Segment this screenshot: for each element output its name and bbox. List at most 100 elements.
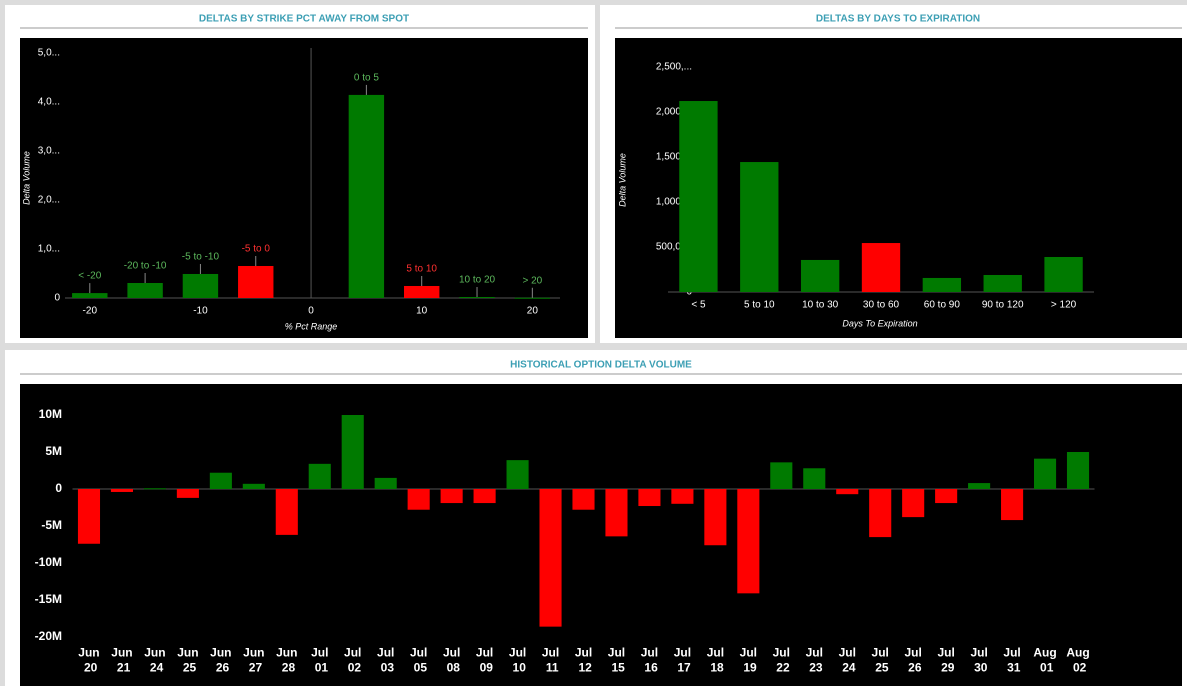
bar — [803, 468, 826, 489]
bar-label: -5 to 0 — [242, 244, 271, 255]
y-tick-label: 10M — [39, 407, 62, 421]
x-tick-label: Jul 09 — [476, 646, 493, 675]
x-tick-label: 10 to 30 — [802, 300, 839, 311]
x-tick-label: 60 to 90 — [924, 300, 961, 311]
bar — [1066, 452, 1090, 489]
bar-label: -5 to -10 — [182, 252, 220, 263]
x-tick-label: Jun 20 — [78, 646, 99, 675]
x-tick-label: < 5 — [691, 300, 706, 311]
bar — [407, 489, 430, 510]
x-tick-label: -10 — [193, 306, 208, 317]
bar — [341, 415, 364, 489]
bar — [539, 489, 562, 627]
x-tick-label: Jun 28 — [276, 646, 297, 675]
bar — [671, 489, 694, 504]
chart-title: DELTAS BY STRIKE PCT AWAY FROM SPOT — [199, 14, 409, 25]
x-tick-label: Aug 02 — [1066, 646, 1089, 675]
bar — [1034, 458, 1057, 489]
x-tick-label: 20 — [527, 306, 539, 317]
y-tick-label: 1,0... — [38, 244, 60, 255]
bar-label: -20 to -10 — [124, 261, 167, 272]
x-tick-label: Jul 24 — [839, 646, 856, 675]
x-tick-label: 90 to 120 — [982, 300, 1024, 311]
y-tick-label: 0 — [54, 293, 60, 304]
bar — [968, 483, 991, 489]
y-tick-label: 2,000,... — [656, 107, 692, 118]
y-tick-label: 5M — [45, 444, 62, 458]
bar — [572, 489, 595, 510]
y-tick-label: 3,0... — [38, 146, 60, 157]
x-tick-label: Jul 26 — [905, 646, 922, 675]
y-tick-label: -10M — [35, 555, 62, 569]
bar-label: > 20 — [522, 275, 542, 286]
x-tick-label: Jul 30 — [970, 646, 987, 675]
bar — [1001, 489, 1024, 521]
y-tick-label: 4,0... — [38, 97, 60, 108]
bar — [176, 489, 199, 498]
chart-title: HISTORICAL OPTION DELTA VOLUME — [510, 360, 692, 371]
x-tick-label: Jul 19 — [740, 646, 757, 675]
bar — [127, 283, 163, 298]
y-tick-label: 5,0... — [38, 48, 60, 59]
y-tick-label: 0 — [55, 481, 62, 495]
bar — [861, 243, 901, 292]
chart-title: DELTAS BY DAYS TO EXPIRATION — [816, 14, 980, 25]
bar — [935, 489, 958, 504]
bar — [348, 94, 385, 298]
bar — [308, 463, 331, 489]
bar-label: 0 to 5 — [354, 73, 379, 84]
x-tick-label: Jul 18 — [707, 646, 724, 675]
x-tick-label: Jul 15 — [608, 646, 625, 675]
x-tick-label: Jul 31 — [1003, 646, 1020, 675]
bar — [242, 483, 265, 489]
bar-label: 5 to 10 — [406, 264, 437, 275]
x-tick-label: Jul 05 — [410, 646, 427, 675]
x-tick-label: 5 to 10 — [744, 300, 775, 311]
bar-label: < -20 — [78, 271, 102, 282]
x-tick-label: 0 — [308, 306, 314, 317]
bar — [238, 265, 274, 298]
bar — [473, 489, 496, 504]
bar — [704, 489, 727, 546]
bar — [209, 472, 232, 489]
bar — [143, 488, 166, 490]
x-tick-label: Jul 12 — [575, 646, 592, 675]
bar — [514, 297, 551, 299]
x-axis-label: % Pct Range — [285, 321, 338, 331]
bar — [605, 489, 628, 537]
x-tick-label: 30 to 60 — [863, 300, 900, 311]
y-tick-label: 2,0... — [38, 195, 60, 206]
bar — [110, 489, 133, 492]
y-axis-label: Delta Volume — [21, 151, 31, 205]
bar — [836, 489, 859, 495]
y-tick-label: 500,000 — [656, 242, 693, 253]
x-tick-label: Jun 25 — [177, 646, 198, 675]
x-tick-label: Jun 24 — [144, 646, 165, 675]
x-tick-label: Jul 23 — [806, 646, 823, 675]
bar — [182, 273, 219, 298]
x-tick-label: Jul 10 — [509, 646, 526, 675]
y-axis-label: Delta Volume — [617, 153, 627, 207]
bar-label: 10 to 20 — [459, 275, 496, 286]
bar — [374, 477, 397, 489]
bar — [983, 274, 1022, 292]
x-tick-label: Jul 08 — [443, 646, 460, 675]
x-tick-label: Aug 01 — [1033, 646, 1056, 675]
bar — [902, 489, 925, 518]
bar — [404, 285, 440, 298]
bar — [506, 460, 529, 489]
bar — [737, 489, 760, 594]
x-tick-label: Jun 21 — [111, 646, 132, 675]
y-tick-label: -15M — [35, 592, 62, 606]
x-tick-label: Jul 17 — [674, 646, 691, 675]
bar — [275, 489, 298, 535]
x-tick-label: Jul 03 — [377, 646, 394, 675]
x-tick-label: Jul 16 — [641, 646, 658, 675]
y-tick-label: -20M — [35, 629, 62, 643]
y-tick-label: 1,000,... — [656, 197, 692, 208]
x-tick-label: Jul 02 — [344, 646, 361, 675]
bar — [800, 259, 840, 292]
bar — [638, 489, 661, 507]
bar — [459, 297, 495, 299]
